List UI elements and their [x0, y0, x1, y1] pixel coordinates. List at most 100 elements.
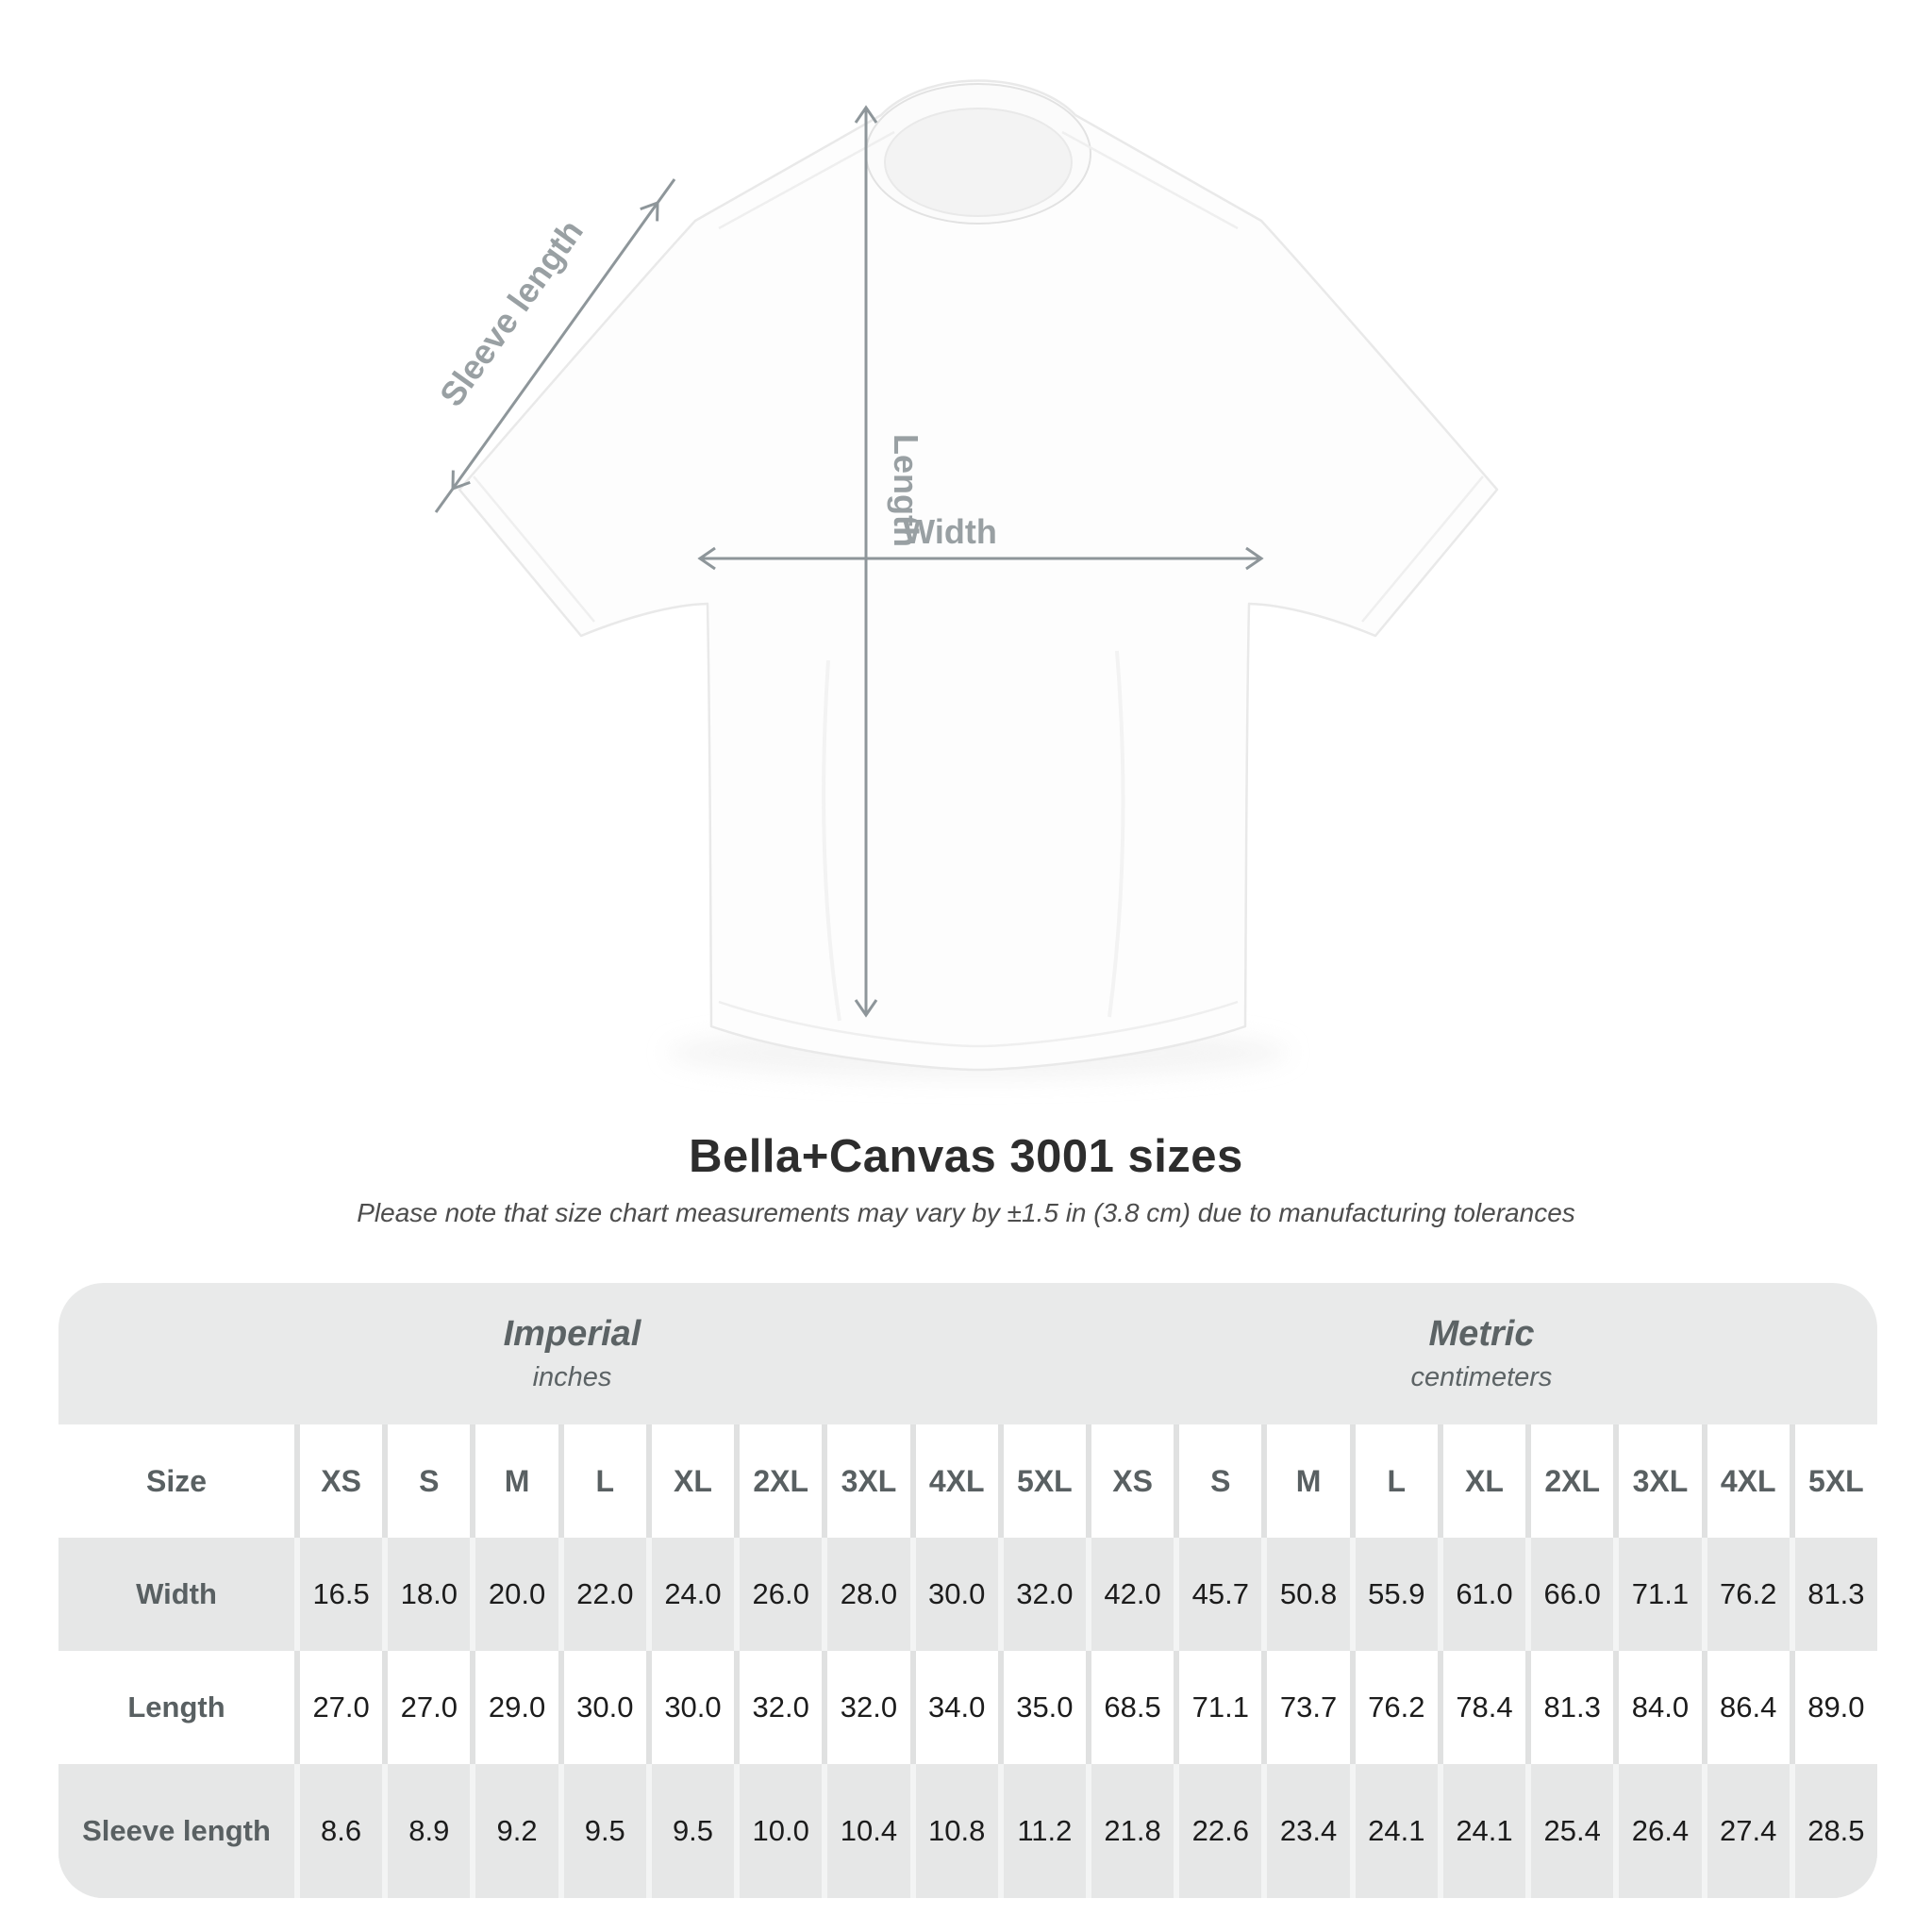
size-col-header: L — [563, 1424, 646, 1538]
measurement-value: 66.0 — [1531, 1538, 1614, 1651]
measurement-value: 30.0 — [915, 1538, 998, 1651]
size-col-header: 3XL — [1619, 1424, 1702, 1538]
length-label: Length — [887, 434, 925, 547]
length-row: Length 27.0 27.0 29.0 30.0 30.0 32.0 32.… — [58, 1651, 1877, 1764]
measurement-value: 18.0 — [388, 1538, 471, 1651]
measurement-value: 22.6 — [1179, 1764, 1262, 1898]
measurement-value: 25.4 — [1531, 1764, 1614, 1898]
measurement-value: 9.5 — [563, 1764, 646, 1898]
size-col-header: XL — [651, 1424, 735, 1538]
measurement-value: 27.0 — [300, 1651, 383, 1764]
measurement-value: 42.0 — [1091, 1538, 1174, 1651]
measurement-value: 10.8 — [915, 1764, 998, 1898]
sleeve-length-arrow — [451, 200, 659, 491]
measurement-value: 61.0 — [1442, 1538, 1526, 1651]
measurement-value: 71.1 — [1619, 1538, 1702, 1651]
measurement-value: 20.0 — [475, 1538, 558, 1651]
row-label: Width — [58, 1538, 294, 1651]
measurement-value: 10.0 — [740, 1764, 823, 1898]
size-col-header: 3XL — [827, 1424, 910, 1538]
measurement-value: 28.0 — [827, 1538, 910, 1651]
measurement-value: 32.0 — [827, 1651, 910, 1764]
sleeve-length-row: Sleeve length 8.6 8.9 9.2 9.5 9.5 10.0 1… — [58, 1764, 1877, 1898]
measurement-value: 22.0 — [563, 1538, 646, 1651]
measurement-value: 9.2 — [475, 1764, 558, 1898]
measurement-value: 27.0 — [388, 1651, 471, 1764]
measurement-value: 50.8 — [1267, 1538, 1350, 1651]
size-col-header: L — [1355, 1424, 1438, 1538]
measurement-value: 78.4 — [1442, 1651, 1526, 1764]
measurement-value: 76.2 — [1355, 1651, 1438, 1764]
metric-title: Metric — [1428, 1314, 1535, 1354]
shirt-wrinkles — [822, 650, 1125, 1022]
measurement-value: 9.5 — [651, 1764, 735, 1898]
size-col-header: S — [1179, 1424, 1262, 1538]
measurement-value: 27.4 — [1707, 1764, 1790, 1898]
measurement-value: 8.9 — [388, 1764, 471, 1898]
measurement-value: 24.1 — [1355, 1764, 1438, 1898]
width-label: Width — [903, 512, 997, 551]
measurement-value: 16.5 — [300, 1538, 383, 1651]
measurement-value: 26.4 — [1619, 1764, 1702, 1898]
page-title: Bella+Canvas 3001 sizes — [689, 1131, 1243, 1182]
sleeve-arrow-overshoot-bottom — [434, 488, 455, 513]
size-col-header: M — [1267, 1424, 1350, 1538]
size-col-header: S — [388, 1424, 471, 1538]
size-col-header: 5XL — [1794, 1424, 1877, 1538]
measurement-value: 30.0 — [563, 1651, 646, 1764]
measurement-value: 73.7 — [1267, 1651, 1350, 1764]
measurement-arrows — [434, 105, 1264, 1018]
measurement-value: 45.7 — [1179, 1538, 1262, 1651]
size-col-header: 2XL — [740, 1424, 823, 1538]
size-col-header: XL — [1442, 1424, 1526, 1538]
measurement-value: 55.9 — [1355, 1538, 1438, 1651]
size-col-header: 2XL — [1531, 1424, 1614, 1538]
tshirt-measurement-diagram: Sleeve length Length Width — [432, 79, 1499, 1079]
measurement-value: 81.3 — [1794, 1538, 1877, 1651]
imperial-title: Imperial — [503, 1314, 641, 1354]
measurement-value: 32.0 — [740, 1651, 823, 1764]
row-label: Length — [58, 1651, 294, 1764]
measurement-value: 21.8 — [1091, 1764, 1174, 1898]
size-col-header: 4XL — [915, 1424, 998, 1538]
unit-header-row: Imperial inches Metric centimeters — [58, 1283, 1877, 1424]
measurement-value: 29.0 — [475, 1651, 558, 1764]
measurement-value: 84.0 — [1619, 1651, 1702, 1764]
measurement-value: 26.0 — [740, 1538, 823, 1651]
page-subtitle: Please note that size chart measurements… — [357, 1198, 1575, 1227]
measurement-value: 28.5 — [1794, 1764, 1877, 1898]
heading-block: Bella+Canvas 3001 sizes Please note that… — [0, 1130, 1932, 1228]
size-table: Imperial inches Metric centimeters Size … — [58, 1283, 1877, 1898]
measurement-value: 10.4 — [827, 1764, 910, 1898]
measurement-value: 35.0 — [1003, 1651, 1086, 1764]
shirt-seam-details — [473, 130, 1484, 1048]
sleeve-arrow-overshoot-top — [656, 178, 676, 204]
row-label: Sleeve length — [58, 1764, 294, 1898]
measurement-value: 23.4 — [1267, 1764, 1350, 1898]
measurement-value: 11.2 — [1003, 1764, 1086, 1898]
measurement-value: 81.3 — [1531, 1651, 1614, 1764]
size-col-header: XS — [1091, 1424, 1174, 1538]
unit-header-imperial: Imperial inches — [58, 1283, 1086, 1424]
size-col-header: 4XL — [1707, 1424, 1790, 1538]
size-header-row: Size XS S M L XL 2XL 3XL 4XL 5XL XS S M … — [58, 1424, 1877, 1538]
unit-header-metric: Metric centimeters — [1086, 1283, 1877, 1424]
size-col-header: M — [475, 1424, 558, 1538]
size-col-header: 5XL — [1003, 1424, 1086, 1538]
measurement-value: 24.1 — [1442, 1764, 1526, 1898]
size-header-label: Size — [58, 1424, 294, 1538]
measurement-value: 89.0 — [1794, 1651, 1877, 1764]
imperial-unit: inches — [532, 1362, 612, 1392]
width-row: Width 16.5 18.0 20.0 22.0 24.0 26.0 28.0… — [58, 1538, 1877, 1651]
measurement-value: 32.0 — [1003, 1538, 1086, 1651]
measurement-value: 71.1 — [1179, 1651, 1262, 1764]
measurement-value: 24.0 — [651, 1538, 735, 1651]
metric-unit: centimeters — [1410, 1362, 1553, 1392]
measurement-value: 30.0 — [651, 1651, 735, 1764]
measurement-value: 68.5 — [1091, 1651, 1174, 1764]
tshirt-body — [458, 79, 1499, 1072]
measurement-value: 34.0 — [915, 1651, 998, 1764]
measurement-value: 8.6 — [300, 1764, 383, 1898]
measurement-value: 86.4 — [1707, 1651, 1790, 1764]
